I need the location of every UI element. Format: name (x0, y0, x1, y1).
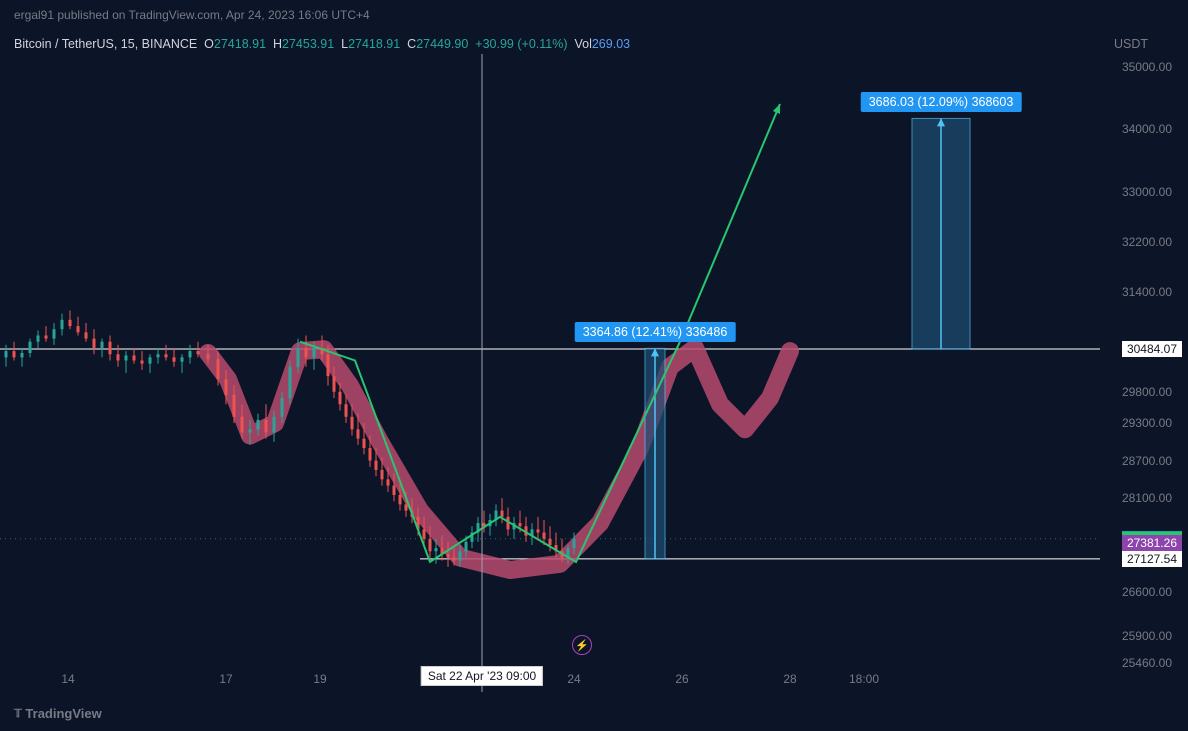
symbol-legend[interactable]: Bitcoin / TetherUS, 15, BINANCE O27418.9… (14, 37, 630, 51)
yaxis-tick: 25460.00 (1122, 656, 1172, 670)
pair: Bitcoin / TetherUS (14, 37, 114, 51)
price-axis[interactable]: 35000.00 34000.00 33000.00 32200.00 31400.00… (1100, 54, 1188, 692)
projection-callout: 3364.86 (12.41%) 336486 (575, 322, 736, 342)
change-pct: (+0.11%) (517, 37, 567, 51)
yaxis-tick: 28100.00 (1122, 491, 1172, 505)
xaxis-tick: 24 (567, 672, 580, 686)
change-abs: +30.99 (475, 37, 514, 51)
xaxis-tick: 14 (61, 672, 74, 686)
xaxis-tick: 28 (783, 672, 796, 686)
exchange: BINANCE (142, 37, 198, 51)
replay-icon[interactable]: ⚡ (572, 635, 592, 655)
quote-currency: USDT (1114, 37, 1148, 51)
yaxis-tick: 34000.00 (1122, 122, 1172, 136)
price-label: 30484.07 (1122, 341, 1182, 357)
yaxis-tick: 32200.00 (1122, 235, 1172, 249)
time-axis[interactable]: 14 17 19 24 26 28 18:00 Sat 22 Apr '23 09:00 (0, 662, 1100, 686)
yaxis-tick: 35000.00 (1122, 60, 1172, 74)
ohlc-l: 27418.91 (348, 37, 400, 51)
xaxis-tick: 17 (219, 672, 232, 686)
volume: 269.03 (592, 37, 630, 51)
chart-svg (0, 54, 1100, 692)
xaxis-tick: 26 (675, 672, 688, 686)
publish-line: ergal91 published on TradingView.com, Ap… (14, 8, 370, 22)
chart-pane[interactable]: ⚡ 3364.86 (12.41%) 336486 3686.03 (12.09%)… (0, 54, 1100, 692)
yaxis-tick: 28700.00 (1122, 454, 1172, 468)
tradingview-watermark: 𝕋 TradingView (14, 706, 102, 721)
price-label: 27127.54 (1122, 551, 1182, 567)
yaxis-tick: 33000.00 (1122, 185, 1172, 199)
yaxis-tick: 29800.00 (1122, 385, 1172, 399)
yaxis-tick: 29300.00 (1122, 416, 1172, 430)
xaxis-tick: 18:00 (849, 672, 879, 686)
xaxis-tick: 19 (313, 672, 326, 686)
ohlc-c: 27449.90 (416, 37, 468, 51)
projection-callout: 3686.03 (12.09%) 368603 (861, 92, 1022, 112)
price-label: 27381.26 (1122, 535, 1182, 551)
yaxis-tick: 26600.00 (1122, 585, 1172, 599)
ohlc-h: 27453.91 (282, 37, 334, 51)
chart-root: ergal91 published on TradingView.com, Ap… (0, 0, 1188, 731)
yaxis-tick: 31400.00 (1122, 285, 1172, 299)
interval: 15 (121, 37, 135, 51)
xaxis-tooltip: Sat 22 Apr '23 09:00 (421, 666, 543, 686)
ohlc-o: 27418.91 (214, 37, 266, 51)
yaxis-tick: 25900.00 (1122, 629, 1172, 643)
